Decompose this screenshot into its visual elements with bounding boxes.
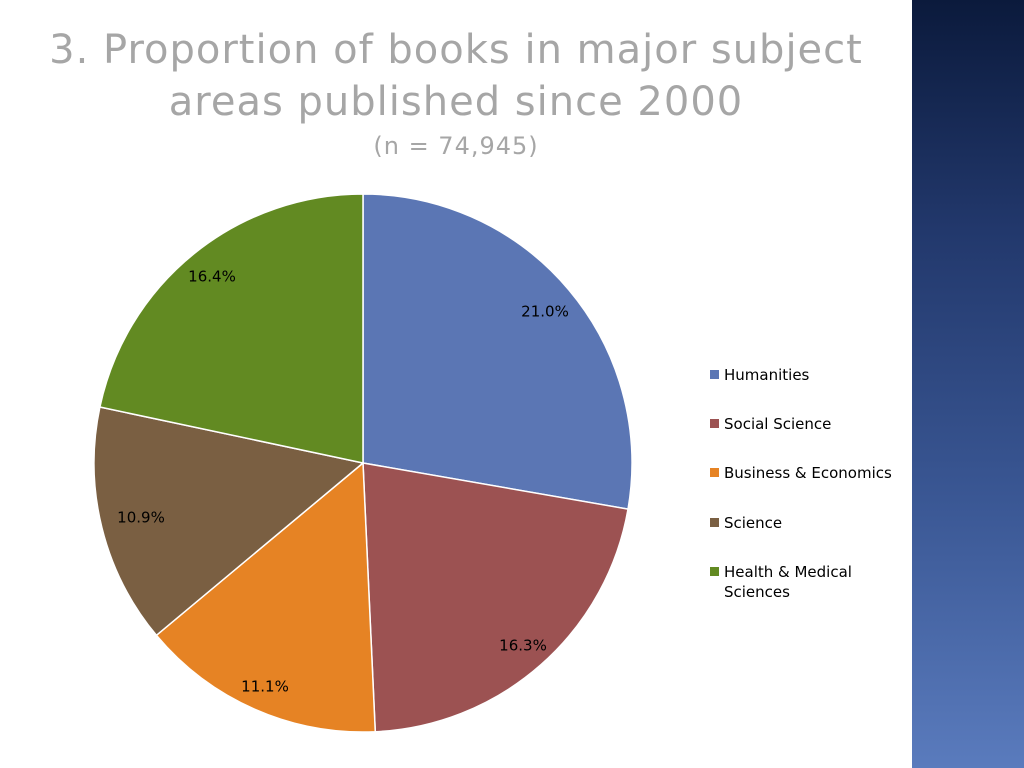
data-label-science: 10.9% — [117, 509, 165, 527]
pie-slice-business-economics — [155, 461, 377, 733]
legend-swatch — [710, 370, 719, 379]
pie-chart: 21.0% 16.3% 11.1% 10.9% 16.4% — [93, 193, 633, 733]
chart-title-line-2: areas published since 2000 — [168, 79, 744, 125]
legend-label: Humanities — [724, 366, 810, 384]
legend-item-business-economics: Business & Economics — [710, 463, 899, 483]
legend-label: Science — [724, 514, 783, 532]
pie-slice-humanities — [362, 193, 633, 510]
data-label-humanities: 21.0% — [521, 303, 569, 321]
legend-label: Business & Economics — [724, 464, 892, 482]
legend-item-health-medical-sciences: Health & Medical Sciences — [710, 562, 899, 602]
data-label-business-economics: 11.1% — [241, 678, 289, 696]
legend-swatch — [710, 468, 719, 477]
legend-label: Health & Medical Sciences — [724, 563, 852, 601]
legend-item-science: Science — [710, 513, 899, 533]
pie-slice-science — [93, 406, 365, 637]
chart-title-line-1: 3. Proportion of books in major subject — [49, 27, 863, 73]
data-label-social-science: 16.3% — [499, 637, 547, 655]
pie-slice-social-science — [362, 462, 629, 733]
chart-subtitle: (n = 74,945) — [373, 132, 539, 160]
chart-title: 3. Proportion of books in major subject … — [0, 24, 912, 128]
legend-swatch — [710, 518, 719, 527]
side-decoration-band — [912, 0, 1024, 768]
legend-swatch — [710, 567, 719, 576]
data-label-health-medical-sciences: 16.4% — [188, 268, 236, 286]
legend-swatch — [710, 419, 719, 428]
legend-item-humanities: Humanities — [710, 365, 899, 385]
legend-label: Social Science — [724, 415, 832, 433]
pie-slice-health-medical-sciences — [98, 193, 364, 464]
legend-item-social-science: Social Science — [710, 414, 899, 434]
